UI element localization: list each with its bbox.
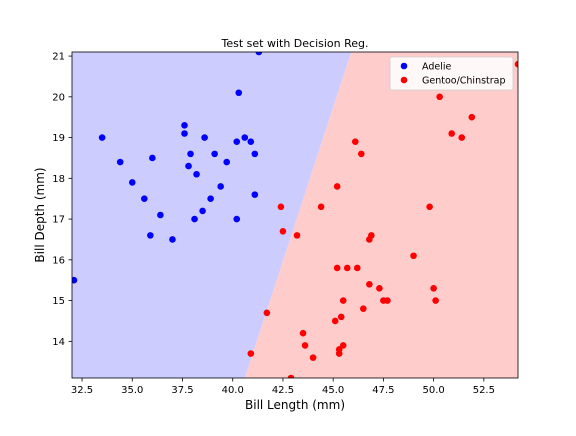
y-tick-label: 18 — [52, 174, 65, 185]
point-adelie — [72, 276, 78, 284]
point-adelie — [141, 195, 148, 202]
y-axis: 14 15 16 17 18 19 20 21 — [52, 52, 72, 348]
point-gentoo-chinstrap — [360, 305, 367, 313]
y-tick-label: 15 — [52, 296, 65, 307]
chart-title: Test set with Decision Reg. — [220, 37, 368, 50]
x-tick-label: 50.0 — [422, 385, 444, 396]
x-tick-label: 35.0 — [121, 385, 143, 396]
data-points — [72, 52, 518, 378]
point-gentoo-chinstrap — [331, 317, 339, 325]
point-gentoo-chinstrap — [468, 113, 476, 121]
x-tick-label: 52.5 — [473, 385, 495, 396]
point-gentoo-chinstrap — [384, 297, 391, 304]
point-adelie — [185, 162, 192, 170]
x-tick-label: 40.0 — [222, 385, 244, 396]
point-adelie — [181, 122, 188, 129]
plot-frame — [71, 51, 519, 379]
x-tick-label: 47.5 — [372, 385, 394, 396]
point-gentoo-chinstrap — [448, 130, 456, 137]
point-adelie — [217, 183, 224, 190]
point-adelie — [207, 195, 214, 202]
x-axis: 32.5 35.0 37.5 40.0 42.5 45.0 47.5 50.0 52.5 — [71, 378, 495, 396]
point-gentoo-chinstrap — [436, 93, 443, 101]
point-gentoo-chinstrap — [277, 203, 285, 211]
y-tick-label: 14 — [52, 337, 65, 348]
legend-box — [389, 56, 514, 91]
point-gentoo-chinstrap — [432, 297, 439, 304]
y-tick-label: 19 — [52, 133, 65, 144]
point-adelie — [128, 179, 136, 186]
point-gentoo-chinstrap — [376, 285, 383, 292]
legend-label-adelie: Adelie — [422, 62, 451, 73]
legend-label-gentoo-chinstrap: Gentoo/Chinstrap — [422, 76, 506, 87]
point-gentoo-chinstrap — [279, 228, 287, 235]
y-tick-label: 16 — [52, 255, 65, 266]
point-adelie — [223, 158, 230, 166]
point-adelie — [98, 134, 106, 141]
point-gentoo-chinstrap — [368, 232, 375, 239]
legend-marker-gentoo-chinstrap — [400, 76, 408, 84]
y-tick-label: 21 — [52, 52, 65, 63]
point-adelie — [201, 134, 208, 141]
y-tick-label: 17 — [52, 215, 65, 226]
point-adelie — [251, 191, 259, 198]
point-adelie — [149, 154, 156, 162]
point-gentoo-chinstrap — [333, 183, 341, 190]
point-gentoo-chinstrap — [287, 374, 295, 378]
point-gentoo-chinstrap — [343, 264, 351, 272]
point-gentoo-chinstrap — [339, 342, 347, 349]
point-adelie — [241, 134, 249, 141]
point-adelie — [157, 211, 164, 219]
point-adelie — [247, 138, 255, 145]
point-adelie — [169, 236, 176, 243]
x-tick-label: 42.5 — [272, 385, 294, 396]
point-gentoo-chinstrap — [247, 350, 255, 357]
x-axis-label: Bill Length (mm) — [245, 398, 345, 412]
point-gentoo-chinstrap — [353, 264, 361, 272]
point-adelie — [233, 215, 241, 223]
point-gentoo-chinstrap — [299, 329, 307, 337]
point-adelie — [191, 215, 198, 223]
point-gentoo-chinstrap — [366, 280, 373, 288]
point-gentoo-chinstrap — [293, 232, 301, 239]
decision-regions — [72, 52, 518, 378]
point-adelie — [199, 207, 206, 215]
point-adelie — [251, 150, 259, 158]
point-adelie — [211, 150, 218, 158]
point-gentoo-chinstrap — [301, 342, 309, 349]
y-axis-label: Bill Depth (mm) — [33, 167, 47, 262]
point-gentoo-chinstrap — [514, 60, 518, 68]
point-gentoo-chinstrap — [333, 264, 341, 272]
legend: Adelie Gentoo/Chinstrap — [389, 56, 514, 91]
point-gentoo-chinstrap — [458, 134, 466, 141]
point-gentoo-chinstrap — [263, 309, 271, 317]
point-gentoo-chinstrap — [351, 138, 359, 145]
point-adelie — [255, 52, 263, 56]
point-adelie — [116, 158, 124, 166]
point-gentoo-chinstrap — [339, 297, 347, 304]
x-tick-label: 32.5 — [71, 385, 93, 396]
point-gentoo-chinstrap — [335, 350, 343, 357]
point-gentoo-chinstrap — [317, 203, 325, 211]
point-adelie — [233, 138, 241, 145]
x-tick-label: 37.5 — [171, 385, 193, 396]
point-gentoo-chinstrap — [410, 252, 417, 260]
point-adelie — [181, 130, 188, 137]
y-tick-label: 20 — [52, 92, 65, 103]
point-gentoo-chinstrap — [430, 285, 437, 292]
point-gentoo-chinstrap — [309, 354, 317, 361]
region-adelie — [72, 52, 352, 378]
point-adelie — [235, 89, 243, 97]
point-gentoo-chinstrap — [426, 203, 433, 211]
point-adelie — [187, 150, 194, 158]
point-gentoo-chinstrap — [337, 313, 345, 321]
point-adelie — [193, 170, 200, 178]
point-adelie — [147, 232, 154, 239]
x-tick-label: 45.0 — [322, 385, 344, 396]
legend-marker-adelie — [400, 62, 408, 70]
point-gentoo-chinstrap — [357, 150, 365, 158]
